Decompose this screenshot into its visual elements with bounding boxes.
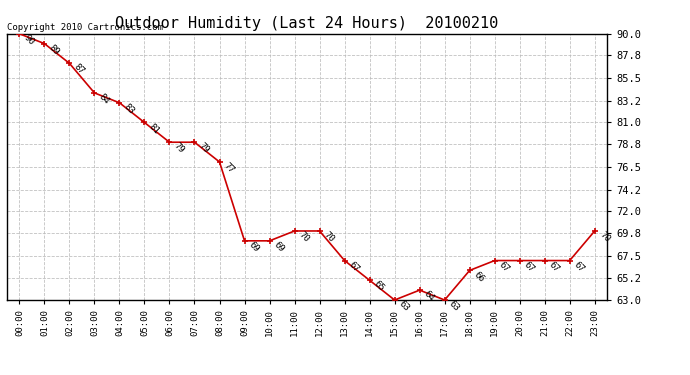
Text: 70: 70 [297, 230, 311, 244]
Text: 87: 87 [72, 63, 86, 76]
Text: Copyright 2010 Cartronics.com: Copyright 2010 Cartronics.com [7, 23, 163, 32]
Text: 81: 81 [147, 122, 161, 136]
Text: 90: 90 [22, 33, 36, 47]
Text: 69: 69 [273, 240, 286, 254]
Text: 67: 67 [573, 260, 586, 274]
Text: 67: 67 [347, 260, 362, 274]
Title: Outdoor Humidity (Last 24 Hours)  20100210: Outdoor Humidity (Last 24 Hours) 2010021… [115, 16, 499, 31]
Text: 67: 67 [522, 260, 536, 274]
Text: 83: 83 [122, 102, 136, 116]
Text: 79: 79 [172, 141, 186, 155]
Text: 70: 70 [322, 230, 336, 244]
Text: 69: 69 [247, 240, 262, 254]
Text: 67: 67 [547, 260, 562, 274]
Text: 84: 84 [97, 92, 111, 106]
Text: 77: 77 [222, 161, 236, 175]
Text: 79: 79 [197, 141, 211, 155]
Text: 64: 64 [422, 289, 436, 303]
Text: 63: 63 [447, 299, 462, 313]
Text: 70: 70 [598, 230, 611, 244]
Text: 66: 66 [473, 270, 486, 284]
Text: 65: 65 [373, 279, 386, 293]
Text: 63: 63 [397, 299, 411, 313]
Text: 67: 67 [497, 260, 511, 274]
Text: 89: 89 [47, 43, 61, 57]
